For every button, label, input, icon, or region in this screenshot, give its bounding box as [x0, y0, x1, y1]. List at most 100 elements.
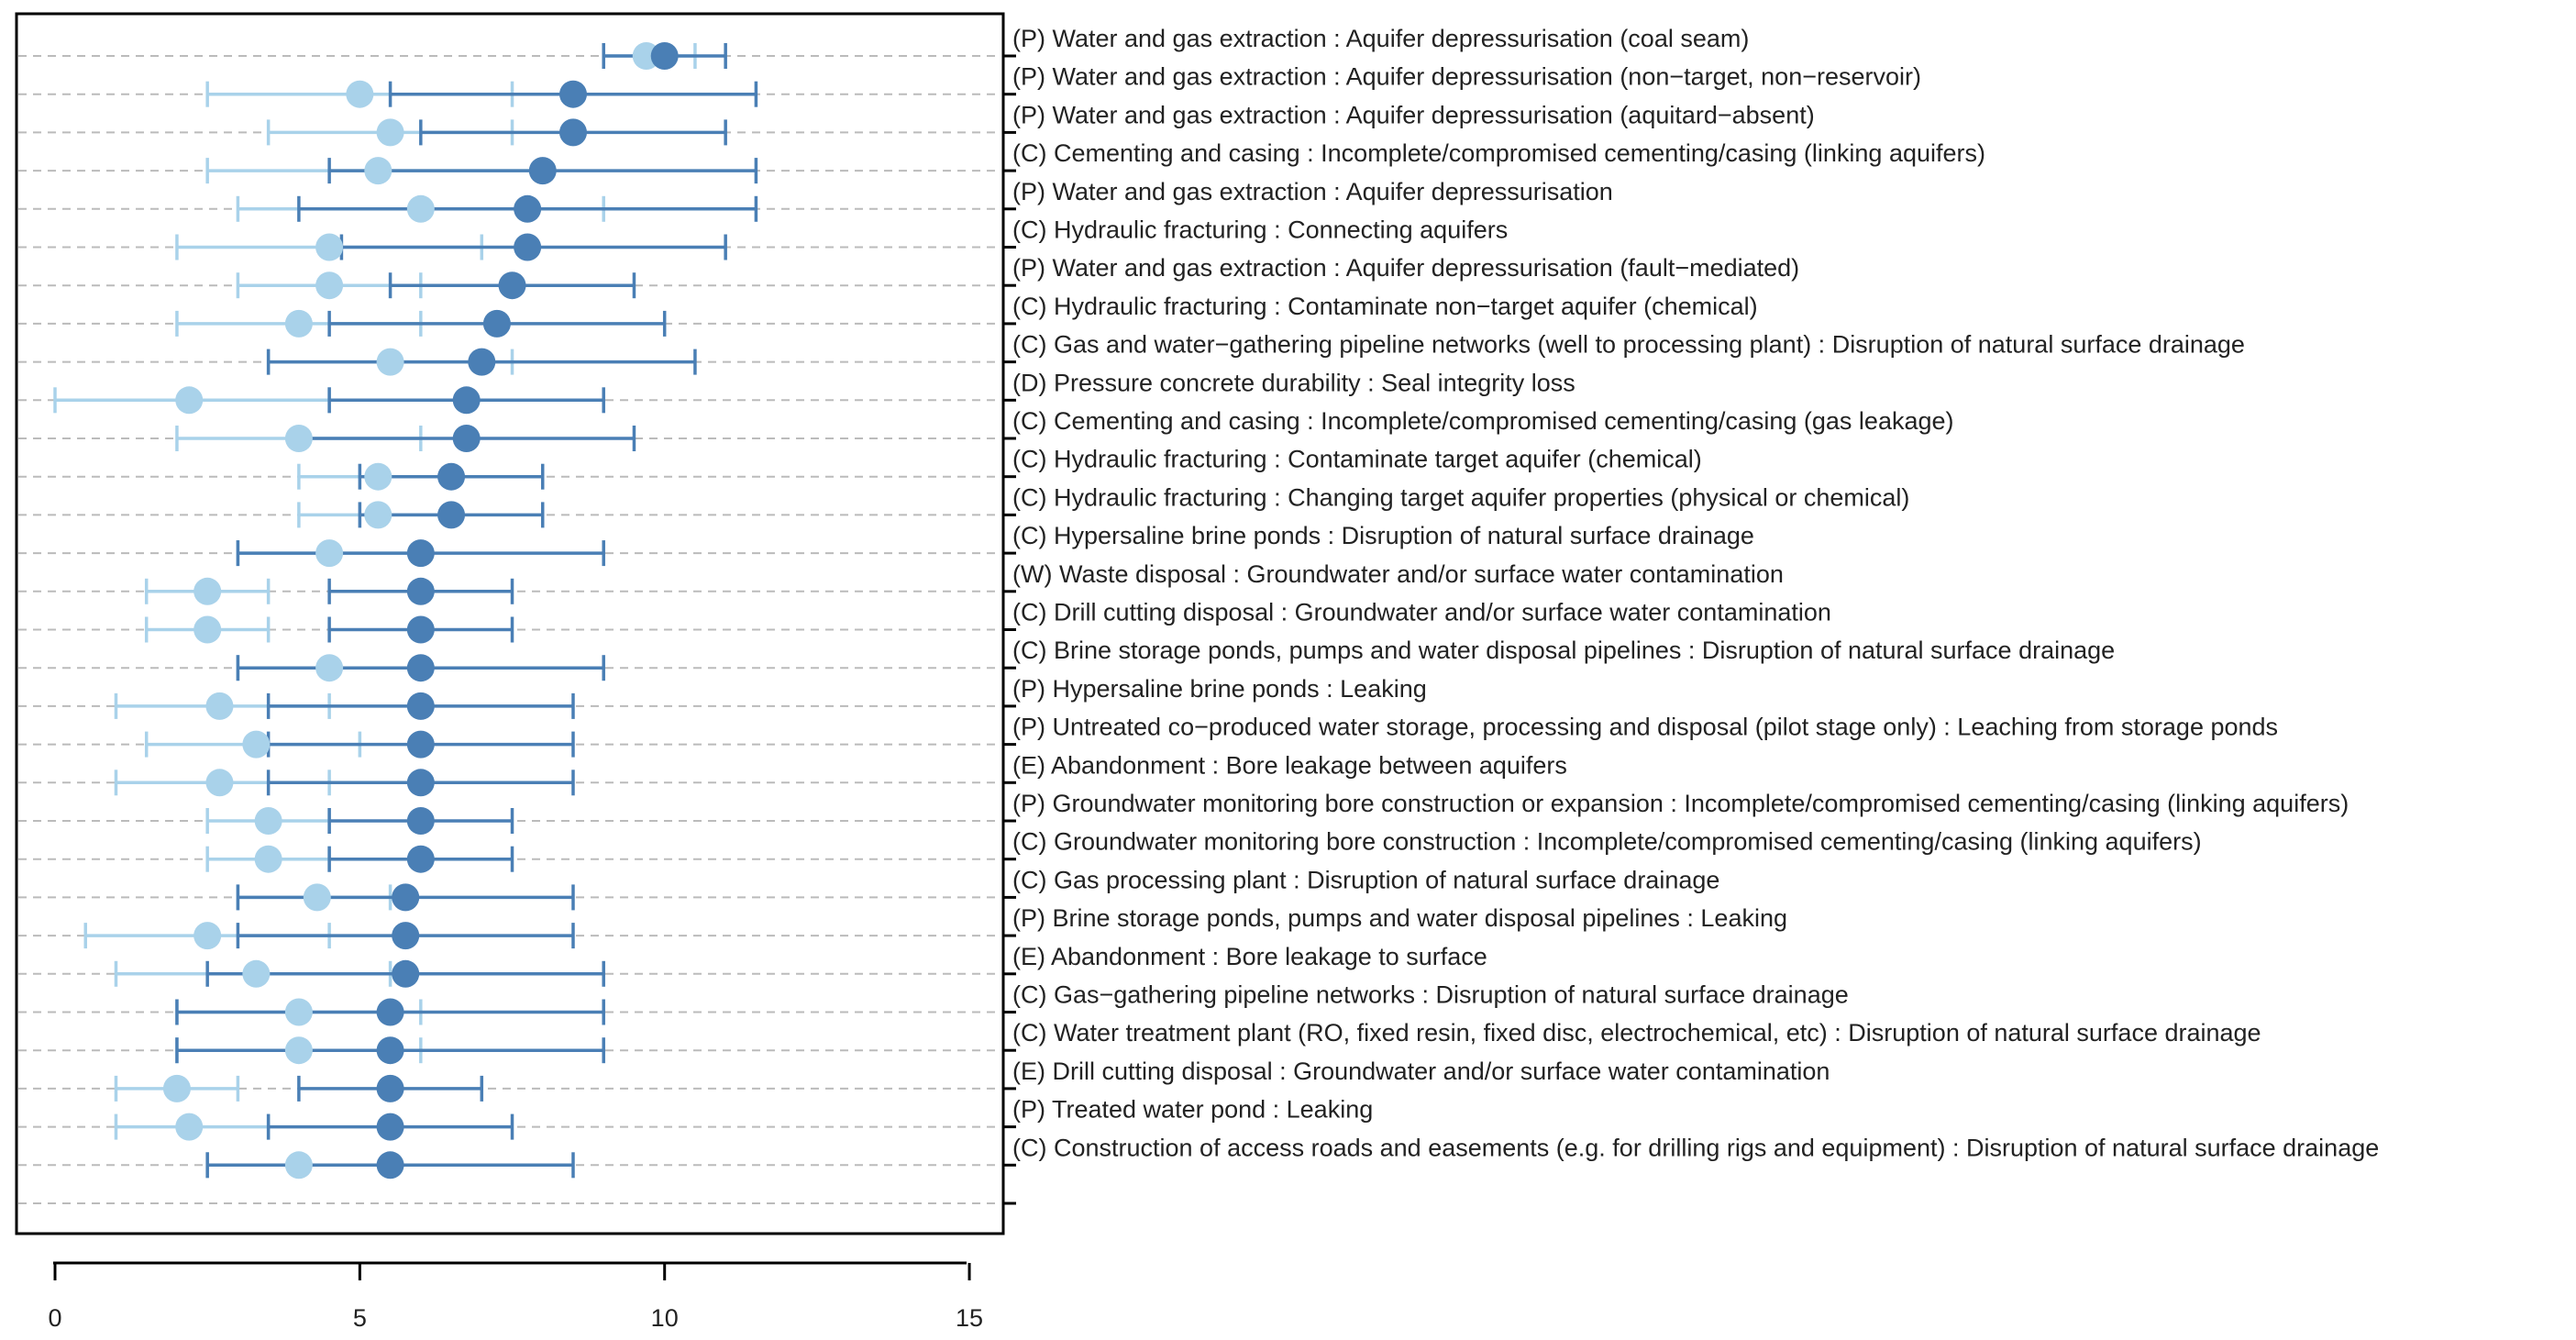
series-2-point [392, 922, 420, 950]
row-label: (C) Cementing and casing : Incomplete/co… [1012, 407, 1954, 435]
series-2-point [452, 425, 481, 452]
series-2-point [376, 1074, 404, 1102]
series-1-point [193, 615, 222, 644]
series-2-point [406, 807, 435, 835]
row-label: (P) Water and gas extraction : Aquifer d… [1012, 101, 1815, 128]
series-2-whiskers [175, 43, 758, 1179]
series-1-point [175, 386, 204, 415]
plot-frame [15, 12, 1005, 1235]
series-2-point [406, 845, 435, 873]
series-2-point [406, 654, 435, 682]
series-1-point [406, 194, 435, 223]
series-2-point [468, 348, 496, 376]
row-label: (D) Pressure concrete durability : Seal … [1012, 369, 1575, 396]
series-1-point [254, 845, 282, 873]
series-2-point [392, 883, 420, 912]
series-2-point [376, 1151, 404, 1179]
row-label: (C) Brine storage ponds, pumps and water… [1012, 637, 2115, 664]
series-1-point [346, 80, 374, 108]
row-label: (C) Hydraulic fracturing : Connecting aq… [1012, 216, 1508, 244]
series-1-points [162, 42, 660, 1179]
series-1-point [284, 425, 313, 452]
x-axis-tick-label: 10 [651, 1304, 679, 1332]
row-label: (P) Untreated co−produced water storage,… [1012, 714, 2278, 741]
row-label: (P) Water and gas extraction : Aquifer d… [1012, 178, 1613, 205]
series-2-point [558, 118, 587, 147]
series-1-point [162, 1074, 191, 1102]
series-2-point [482, 309, 511, 338]
series-2-point [406, 692, 435, 720]
series-2-point [452, 386, 481, 415]
series-1-point [364, 157, 392, 185]
series-2-point [406, 615, 435, 644]
series-2-point [376, 1036, 404, 1065]
x-axis-tick-label: 15 [956, 1304, 983, 1332]
row-label: (P) Water and gas extraction : Aquifer d… [1012, 254, 1799, 282]
series-2-point [406, 539, 435, 568]
series-2-point [376, 998, 404, 1026]
row-label: (P) Hypersaline brine ponds : Leaking [1012, 675, 1427, 703]
series-1-point [315, 271, 344, 300]
row-label: (C) Gas and water−gathering pipeline net… [1012, 331, 2245, 359]
series-1-point [284, 309, 313, 338]
series-1-point [242, 730, 271, 759]
series-1-point [284, 1036, 313, 1065]
row-label: (E) Abandonment : Bore leakage to surfac… [1012, 943, 1487, 970]
row-label: (W) Waste disposal : Groundwater and/or … [1012, 560, 1784, 588]
row-label: (C) Water treatment plant (RO, fixed res… [1012, 1019, 2261, 1047]
row-label: (P) Water and gas extraction : Aquifer d… [1012, 63, 1921, 91]
series-2-point [437, 462, 466, 491]
row-label: (C) Hydraulic fracturing : Changing targ… [1012, 483, 1909, 511]
series-1-point [376, 348, 404, 376]
series-2-point [406, 730, 435, 759]
series-1-point [315, 539, 344, 568]
row-label: (C) Hypersaline brine ponds : Disruption… [1012, 522, 1754, 549]
series-1-point [303, 883, 331, 912]
series-1-point [254, 807, 282, 835]
row-label: (C) Hydraulic fracturing : Contaminate t… [1012, 446, 1702, 473]
series-1-point [376, 118, 404, 147]
series-1-point [315, 233, 344, 261]
row-label: (P) Brine storage ponds, pumps and water… [1012, 904, 1787, 932]
row-label: (E) Abandonment : Bore leakage between a… [1012, 751, 1567, 779]
series-1-whiskers [53, 43, 697, 1179]
series-1-point [284, 998, 313, 1026]
series-1-point [284, 1151, 313, 1179]
series-2-point [650, 42, 679, 70]
row-label: (C) Drill cutting disposal : Groundwater… [1012, 599, 1831, 626]
row-label: (C) Cementing and casing : Incomplete/co… [1012, 139, 1985, 167]
row-label: (P) Treated water pond : Leaking [1012, 1096, 1373, 1124]
series-2-point [514, 233, 542, 261]
series-1-point [205, 769, 234, 797]
row-label: (P) Groundwater monitoring bore construc… [1012, 790, 2349, 817]
series-1-point [205, 692, 234, 720]
x-axis: 0 5 10 15 [48, 1261, 983, 1332]
row-label: (C) Groundwater monitoring bore construc… [1012, 828, 2202, 856]
series-2-point [406, 577, 435, 605]
row-label: (C) Gas processing plant : Disruption of… [1012, 866, 1719, 893]
row-label: (C) Hydraulic fracturing : Contaminate n… [1012, 293, 1758, 320]
series-2-point [498, 271, 526, 300]
right-axis-ticks [1003, 54, 1016, 1205]
series-1-point [364, 501, 392, 529]
series-1-point [242, 959, 271, 988]
series-1-point [175, 1113, 204, 1141]
series-2-point [528, 157, 557, 185]
series-1-point [364, 462, 392, 491]
series-2-point [406, 769, 435, 797]
row-label: (P) Water and gas extraction : Aquifer d… [1012, 25, 1749, 52]
series-1-point [193, 922, 222, 950]
series-2-point [376, 1113, 404, 1141]
row-label: (C) Gas−gathering pipeline networks : Di… [1012, 981, 1849, 1009]
series-1-point [315, 654, 344, 682]
x-axis-tick-label: 5 [353, 1304, 367, 1332]
x-axis-tick-label: 0 [48, 1304, 61, 1332]
row-label: (E) Drill cutting disposal : Groundwater… [1012, 1058, 1830, 1085]
series-2-point [558, 80, 587, 108]
series-2-point [514, 194, 542, 223]
series-2-points [376, 42, 679, 1179]
series-2-point [437, 501, 466, 529]
series-2-point [392, 959, 420, 988]
series-1-point [193, 577, 222, 605]
